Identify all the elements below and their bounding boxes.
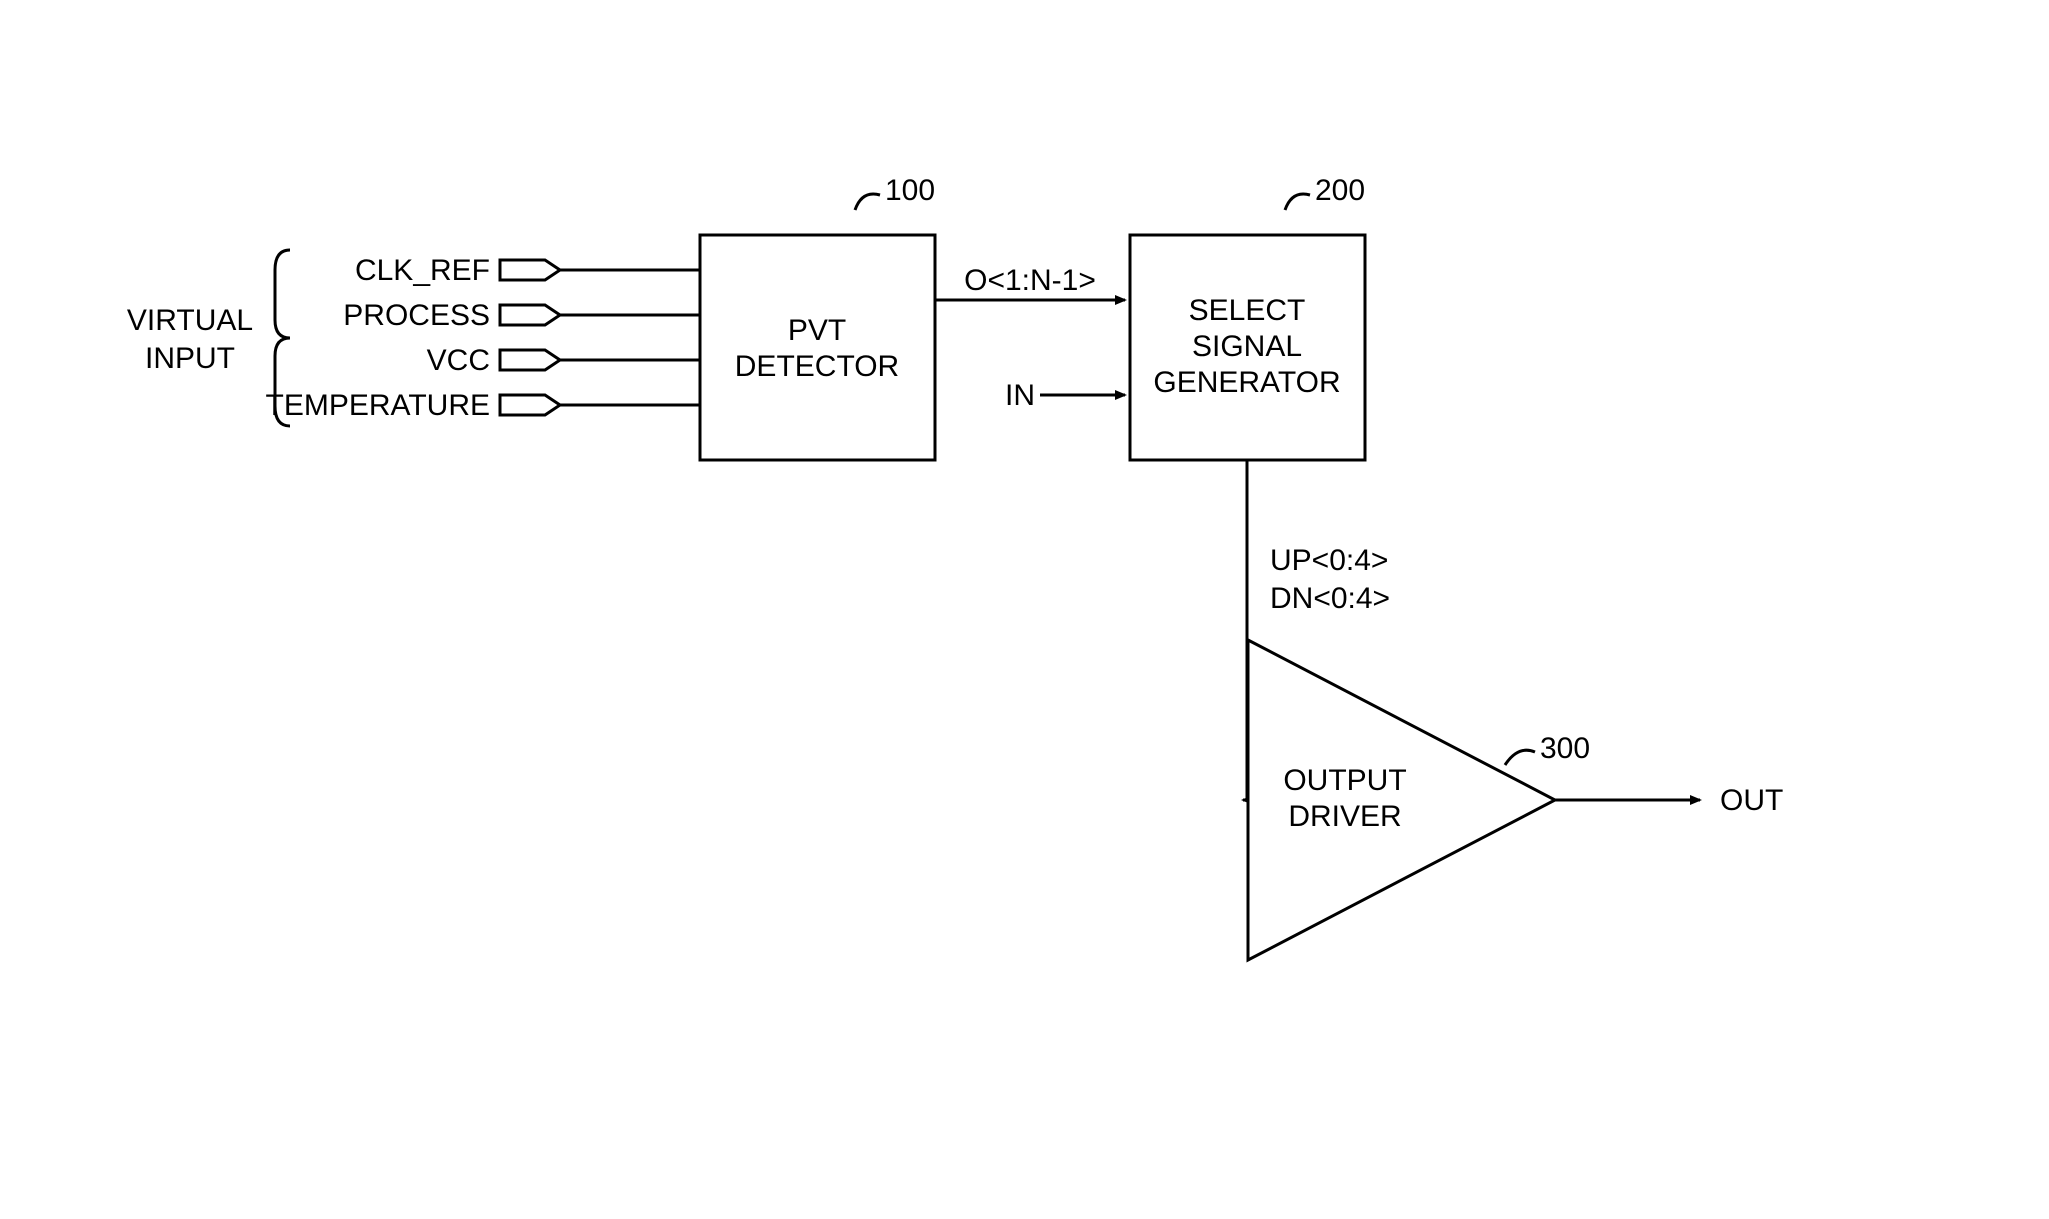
block3-id: 300 <box>1540 732 1590 765</box>
svg-text:O<1:N-1>: O<1:N-1> <box>964 264 1096 297</box>
svg-text:GENERATOR: GENERATOR <box>1153 366 1340 399</box>
svg-text:PROCESS: PROCESS <box>343 299 490 332</box>
signal-out-arrow: OUT <box>1555 784 1783 817</box>
pvt-detector-block: PVT DETECTOR 100 <box>700 174 935 460</box>
input-pin-temperature: TEMPERATURE <box>266 389 700 422</box>
svg-text:PVT: PVT <box>788 314 846 347</box>
svg-text:TEMPERATURE: TEMPERATURE <box>266 389 490 422</box>
svg-text:IN: IN <box>1005 379 1035 412</box>
input-pin-vcc: VCC <box>427 344 700 377</box>
svg-text:SELECT: SELECT <box>1189 294 1306 327</box>
svg-text:DN<0:4>: DN<0:4> <box>1270 582 1390 615</box>
svg-text:OUT: OUT <box>1720 784 1783 817</box>
svg-text:DRIVER: DRIVER <box>1288 800 1401 833</box>
signal-o-arrow: O<1:N-1> <box>935 264 1125 300</box>
svg-text:CLK_REF: CLK_REF <box>355 254 490 287</box>
signal-in-arrow: IN <box>1005 379 1125 412</box>
input-pin-process: PROCESS <box>343 299 700 332</box>
output-driver-block: OUTPUT DRIVER 300 <box>1248 640 1590 960</box>
virtual-input-label-1: VIRTUAL <box>127 304 253 337</box>
svg-text:VCC: VCC <box>427 344 490 377</box>
block2-id: 200 <box>1315 174 1365 207</box>
svg-text:SIGNAL: SIGNAL <box>1192 330 1302 363</box>
input-pin-clk-ref: CLK_REF <box>355 254 700 287</box>
svg-text:UP<0:4>: UP<0:4> <box>1270 544 1388 577</box>
svg-text:OUTPUT: OUTPUT <box>1283 764 1406 797</box>
select-signal-generator-block: SELECT SIGNAL GENERATOR 200 <box>1130 174 1365 460</box>
virtual-input-label-2: INPUT <box>145 342 235 375</box>
svg-text:DETECTOR: DETECTOR <box>735 350 899 383</box>
block1-id: 100 <box>885 174 935 207</box>
